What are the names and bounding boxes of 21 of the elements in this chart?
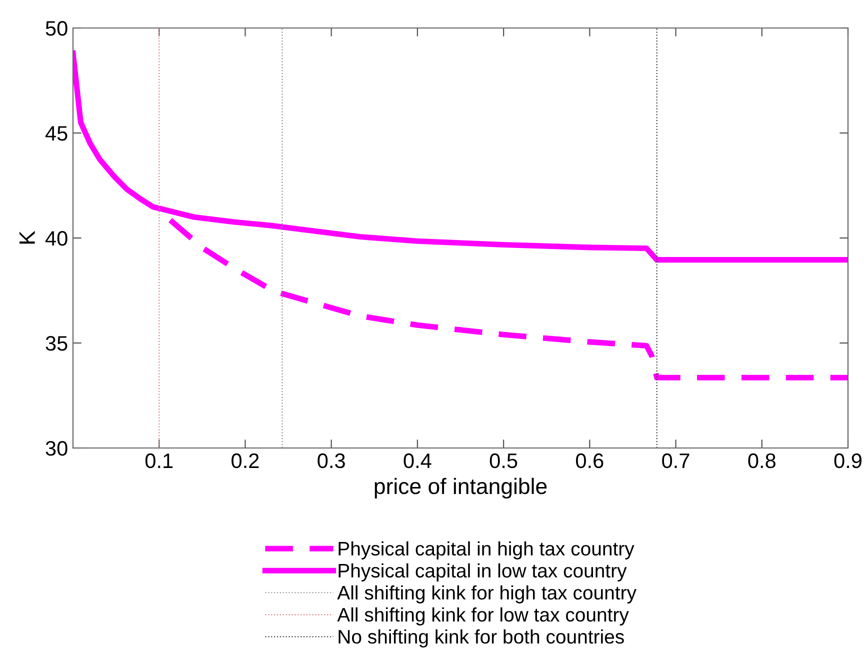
x-axis-title: price of intangible: [374, 478, 547, 499]
legend-label: All shifting kink for low tax country: [337, 607, 629, 626]
x-tick-label: 0.1: [145, 453, 173, 468]
legend-label: Physical capital in low tax country: [338, 563, 627, 582]
x-tick-label: 0.2: [232, 453, 259, 468]
y-tick-label: 35: [46, 336, 68, 351]
x-tick-label: 0.3: [318, 453, 345, 468]
y-tick-label: 50: [46, 21, 68, 36]
legend-label: No shifting kink for both countries: [338, 629, 624, 648]
x-tick-label: 0.5: [490, 453, 518, 468]
x-tick-label: 0.4: [404, 453, 432, 468]
y-tick-label: 40: [45, 231, 68, 246]
y-axis-title: K: [20, 230, 35, 244]
x-tick-label: 0.9: [834, 453, 862, 468]
legend-label: All shifting kink for high tax country: [337, 585, 636, 604]
x-tick-label: 0.7: [662, 453, 690, 468]
legend-label: Physical capital in high tax country: [338, 541, 634, 560]
x-tick-label: 0.8: [748, 453, 776, 468]
y-tick-label: 45: [45, 126, 68, 141]
x-tick-label: 0.6: [576, 453, 604, 468]
y-tick-label: 30: [46, 441, 68, 456]
